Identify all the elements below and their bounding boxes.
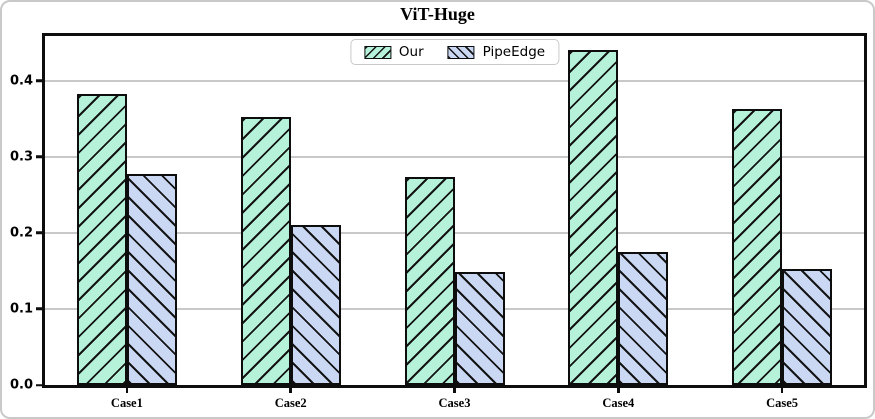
bar-pipeedge-case5 (782, 269, 833, 385)
legend-label-our: Our (398, 44, 424, 60)
legend-entry-pipeedge: PipeEdge (447, 44, 546, 60)
bar-pipeedge-case3 (454, 271, 505, 385)
y-tick-label-0.2: 0.2 (9, 225, 33, 241)
bar-pipeedge-case2 (290, 225, 341, 385)
x-tick-mark-case4 (617, 388, 620, 393)
legend-label-pipeedge: PipeEdge (482, 44, 546, 60)
gridline-0.4 (45, 80, 864, 82)
x-tick-label-case5: Case5 (766, 396, 799, 410)
bar-our-case3 (404, 177, 455, 385)
x-tick-label-case3: Case3 (438, 396, 471, 410)
x-tick-mark-case1 (125, 388, 129, 393)
chart-title: ViT-Huge (400, 4, 475, 24)
y-tick-label-0.1: 0.1 (9, 301, 33, 317)
gridline-0.3 (45, 156, 864, 158)
legend-entry-our: Our (363, 44, 424, 60)
x-tick-mark-case2 (289, 388, 292, 393)
y-tick-mark-0.1 (36, 307, 42, 311)
bar-our-case4 (568, 50, 619, 385)
x-tick-mark-case3 (453, 388, 456, 393)
legend-swatch-pipeedge-icon (447, 45, 475, 59)
x-tick-label-case2: Case2 (274, 396, 307, 410)
bar-pipeedge-case1 (126, 173, 177, 385)
bar-pipeedge-case4 (618, 251, 669, 385)
y-tick-label-0.0: 0.0 (9, 377, 33, 393)
bar-our-case5 (732, 109, 783, 385)
y-tick-mark-0.3 (36, 155, 42, 159)
y-axis: 0.0 0.1 0.2 0.3 0.4 (2, 36, 42, 392)
legend: Our PipeEdge (349, 39, 560, 65)
gridline-0.2 (45, 232, 864, 234)
x-axis: Case1 Case2 Case3 Case4 Case5 (45, 388, 864, 416)
x-tick-label-case1: Case1 (110, 396, 143, 410)
plot-area: Our PipeEdge (42, 33, 867, 388)
y-tick-mark-0.0 (36, 383, 42, 387)
legend-swatch-our-icon (363, 45, 391, 59)
y-tick-label-0.3: 0.3 (9, 149, 33, 165)
x-tick-mark-case5 (780, 388, 784, 393)
x-tick-label-case4: Case4 (602, 396, 635, 410)
y-tick-mark-0.2 (36, 231, 42, 235)
bar-our-case1 (76, 93, 127, 385)
y-tick-mark-0.4 (36, 79, 42, 83)
y-tick-label-0.4: 0.4 (9, 73, 33, 89)
bar-our-case2 (240, 117, 291, 385)
